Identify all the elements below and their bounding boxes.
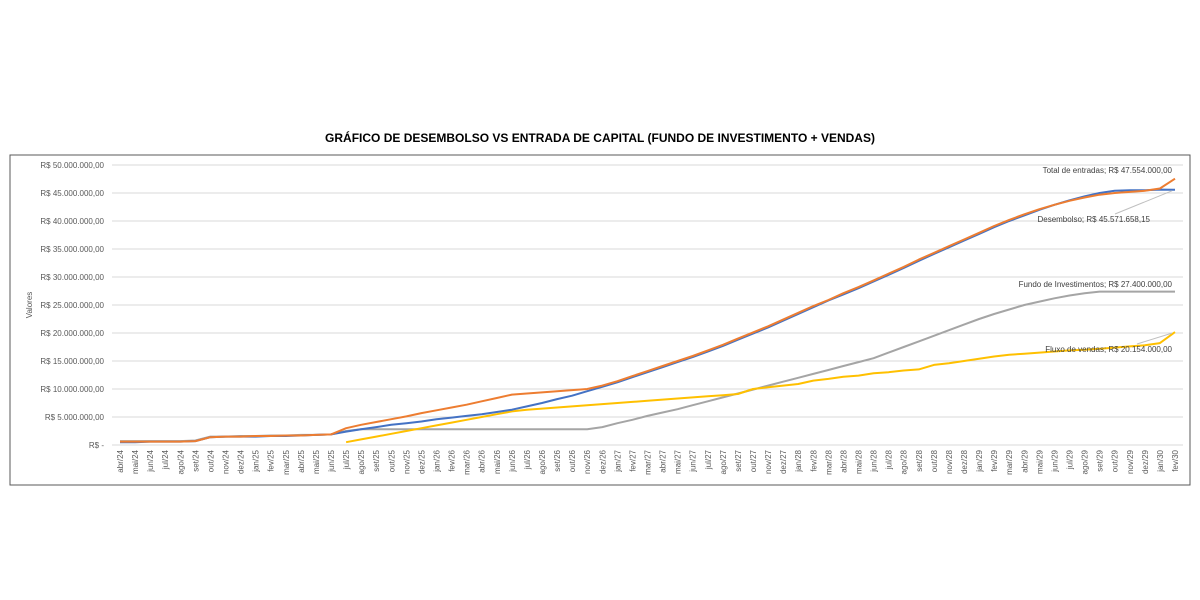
- x-tick-label: jun/24: [146, 449, 155, 472]
- x-tick-label: ago/29: [1081, 449, 1090, 474]
- x-tick-label: nov/28: [945, 449, 954, 474]
- series-line-total-de-entradas: [120, 177, 1176, 443]
- x-tick-label: mar/26: [463, 449, 472, 474]
- x-tick-label: out/24: [206, 449, 215, 472]
- x-tick-label: dez/29: [1141, 449, 1150, 474]
- x-tick-label: mai/27: [674, 449, 683, 474]
- x-tick-label: dez/26: [598, 449, 607, 474]
- x-tick-label: fev/26: [448, 449, 457, 471]
- x-tick-label: set/25: [372, 449, 381, 471]
- x-tick-label: jan/26: [433, 449, 442, 472]
- x-tick-label: out/28: [930, 449, 939, 472]
- x-tick-label: jun/27: [689, 449, 698, 472]
- x-tick-label: jul/25: [342, 449, 351, 470]
- x-tick-label: nov/25: [402, 449, 411, 474]
- series-line-fluxo-de-vendas: [345, 331, 1176, 444]
- x-tick-label: nov/27: [764, 449, 773, 474]
- x-tick-label: jun/29: [1050, 449, 1059, 472]
- x-tick-label: jul/29: [1066, 449, 1075, 470]
- data-label: Total de entradas; R$ 47.554.000,00: [1043, 166, 1173, 175]
- x-tick-label: jan/29: [975, 449, 984, 472]
- x-tick-label: jun/25: [327, 449, 336, 472]
- x-tick-label: jan/30: [1156, 449, 1165, 472]
- x-tick-label: jul/27: [704, 449, 713, 470]
- x-tick-label: ago/24: [176, 449, 185, 474]
- x-tick-label: fev/30: [1171, 449, 1180, 471]
- y-tick-label: R$ 25.000.000,00: [40, 301, 104, 310]
- y-tick-label: R$ 50.000.000,00: [40, 161, 104, 170]
- x-tick-label: set/28: [915, 449, 924, 471]
- data-label-leader-line: [1136, 332, 1173, 345]
- x-tick-label: out/26: [568, 449, 577, 472]
- chart-frame: [9, 154, 1191, 486]
- x-tick-label: nov/24: [222, 449, 231, 474]
- x-tick-label: mar/25: [282, 449, 291, 474]
- y-tick-label: R$ 40.000.000,00: [40, 217, 104, 226]
- x-tick-label: set/24: [191, 449, 200, 471]
- x-tick-label: jun/28: [870, 449, 879, 472]
- x-tick-label: abr/25: [297, 449, 306, 472]
- x-tick-label: abr/26: [478, 449, 487, 472]
- x-tick-label: fev/29: [990, 449, 999, 471]
- x-tick-label: fev/25: [267, 449, 276, 471]
- y-tick-label: R$ 45.000.000,00: [40, 189, 104, 198]
- data-label: Desembolso; R$ 45.571.658,15: [1037, 215, 1150, 224]
- x-tick-label: dez/24: [237, 449, 246, 474]
- x-tick-label: out/25: [387, 449, 396, 472]
- y-tick-label: R$ 10.000.000,00: [40, 385, 104, 394]
- x-tick-label: dez/28: [960, 449, 969, 474]
- y-tick-label: R$ -: [89, 441, 104, 450]
- x-tick-label: nov/26: [583, 449, 592, 474]
- x-tick-label: abr/29: [1020, 449, 1029, 472]
- x-tick-label: abr/28: [839, 449, 848, 472]
- x-tick-label: set/27: [734, 449, 743, 471]
- x-tick-label: nov/29: [1126, 449, 1135, 474]
- data-label: Fluxo de vendas; R$ 20.154.000,00: [1045, 345, 1172, 354]
- x-tick-label: mar/29: [1005, 449, 1014, 474]
- x-tick-label: ago/26: [538, 449, 547, 474]
- x-tick-label: jul/24: [161, 449, 170, 470]
- x-tick-label: jul/26: [523, 449, 532, 470]
- x-tick-label: ago/28: [900, 449, 909, 474]
- x-tick-label: abr/27: [659, 449, 668, 472]
- y-tick-label: R$ 20.000.000,00: [40, 329, 104, 338]
- x-tick-label: set/29: [1096, 449, 1105, 471]
- y-tick-label: R$ 35.000.000,00: [40, 245, 104, 254]
- x-tick-label: out/29: [1111, 449, 1120, 472]
- y-axis-label: Valores: [25, 292, 34, 319]
- x-tick-label: mai/29: [1035, 449, 1044, 474]
- x-tick-label: ago/25: [357, 449, 366, 474]
- x-tick-label: jan/27: [613, 449, 622, 472]
- x-tick-label: jan/25: [252, 449, 261, 472]
- y-tick-label: R$ 5.000.000,00: [45, 413, 105, 422]
- data-label: Fundo de Investimentos; R$ 27.400.000,00: [1019, 280, 1173, 289]
- x-tick-label: mai/26: [493, 449, 502, 474]
- x-tick-label: mai/24: [131, 449, 140, 474]
- x-tick-label: mar/27: [644, 449, 653, 474]
- x-tick-label: mai/25: [312, 449, 321, 474]
- x-tick-label: dez/27: [779, 449, 788, 474]
- x-tick-label: dez/25: [417, 449, 426, 474]
- y-tick-label: R$ 15.000.000,00: [40, 357, 104, 366]
- x-tick-label: jun/26: [508, 449, 517, 472]
- x-tick-label: jan/28: [794, 449, 803, 472]
- data-label-leader-line: [1114, 190, 1173, 215]
- x-tick-label: abr/24: [116, 449, 125, 472]
- y-tick-label: R$ 30.000.000,00: [40, 273, 104, 282]
- x-tick-label: out/27: [749, 449, 758, 472]
- x-tick-label: set/26: [553, 449, 562, 471]
- x-tick-label: fev/27: [628, 449, 637, 471]
- x-tick-label: mar/28: [824, 449, 833, 474]
- x-tick-label: jul/28: [885, 449, 894, 470]
- x-tick-label: mai/28: [855, 449, 864, 474]
- x-tick-label: fev/28: [809, 449, 818, 471]
- x-tick-label: ago/27: [719, 449, 728, 474]
- chart-title: GRÁFICO DE DESEMBOLSO VS ENTRADA DE CAPI…: [325, 130, 875, 145]
